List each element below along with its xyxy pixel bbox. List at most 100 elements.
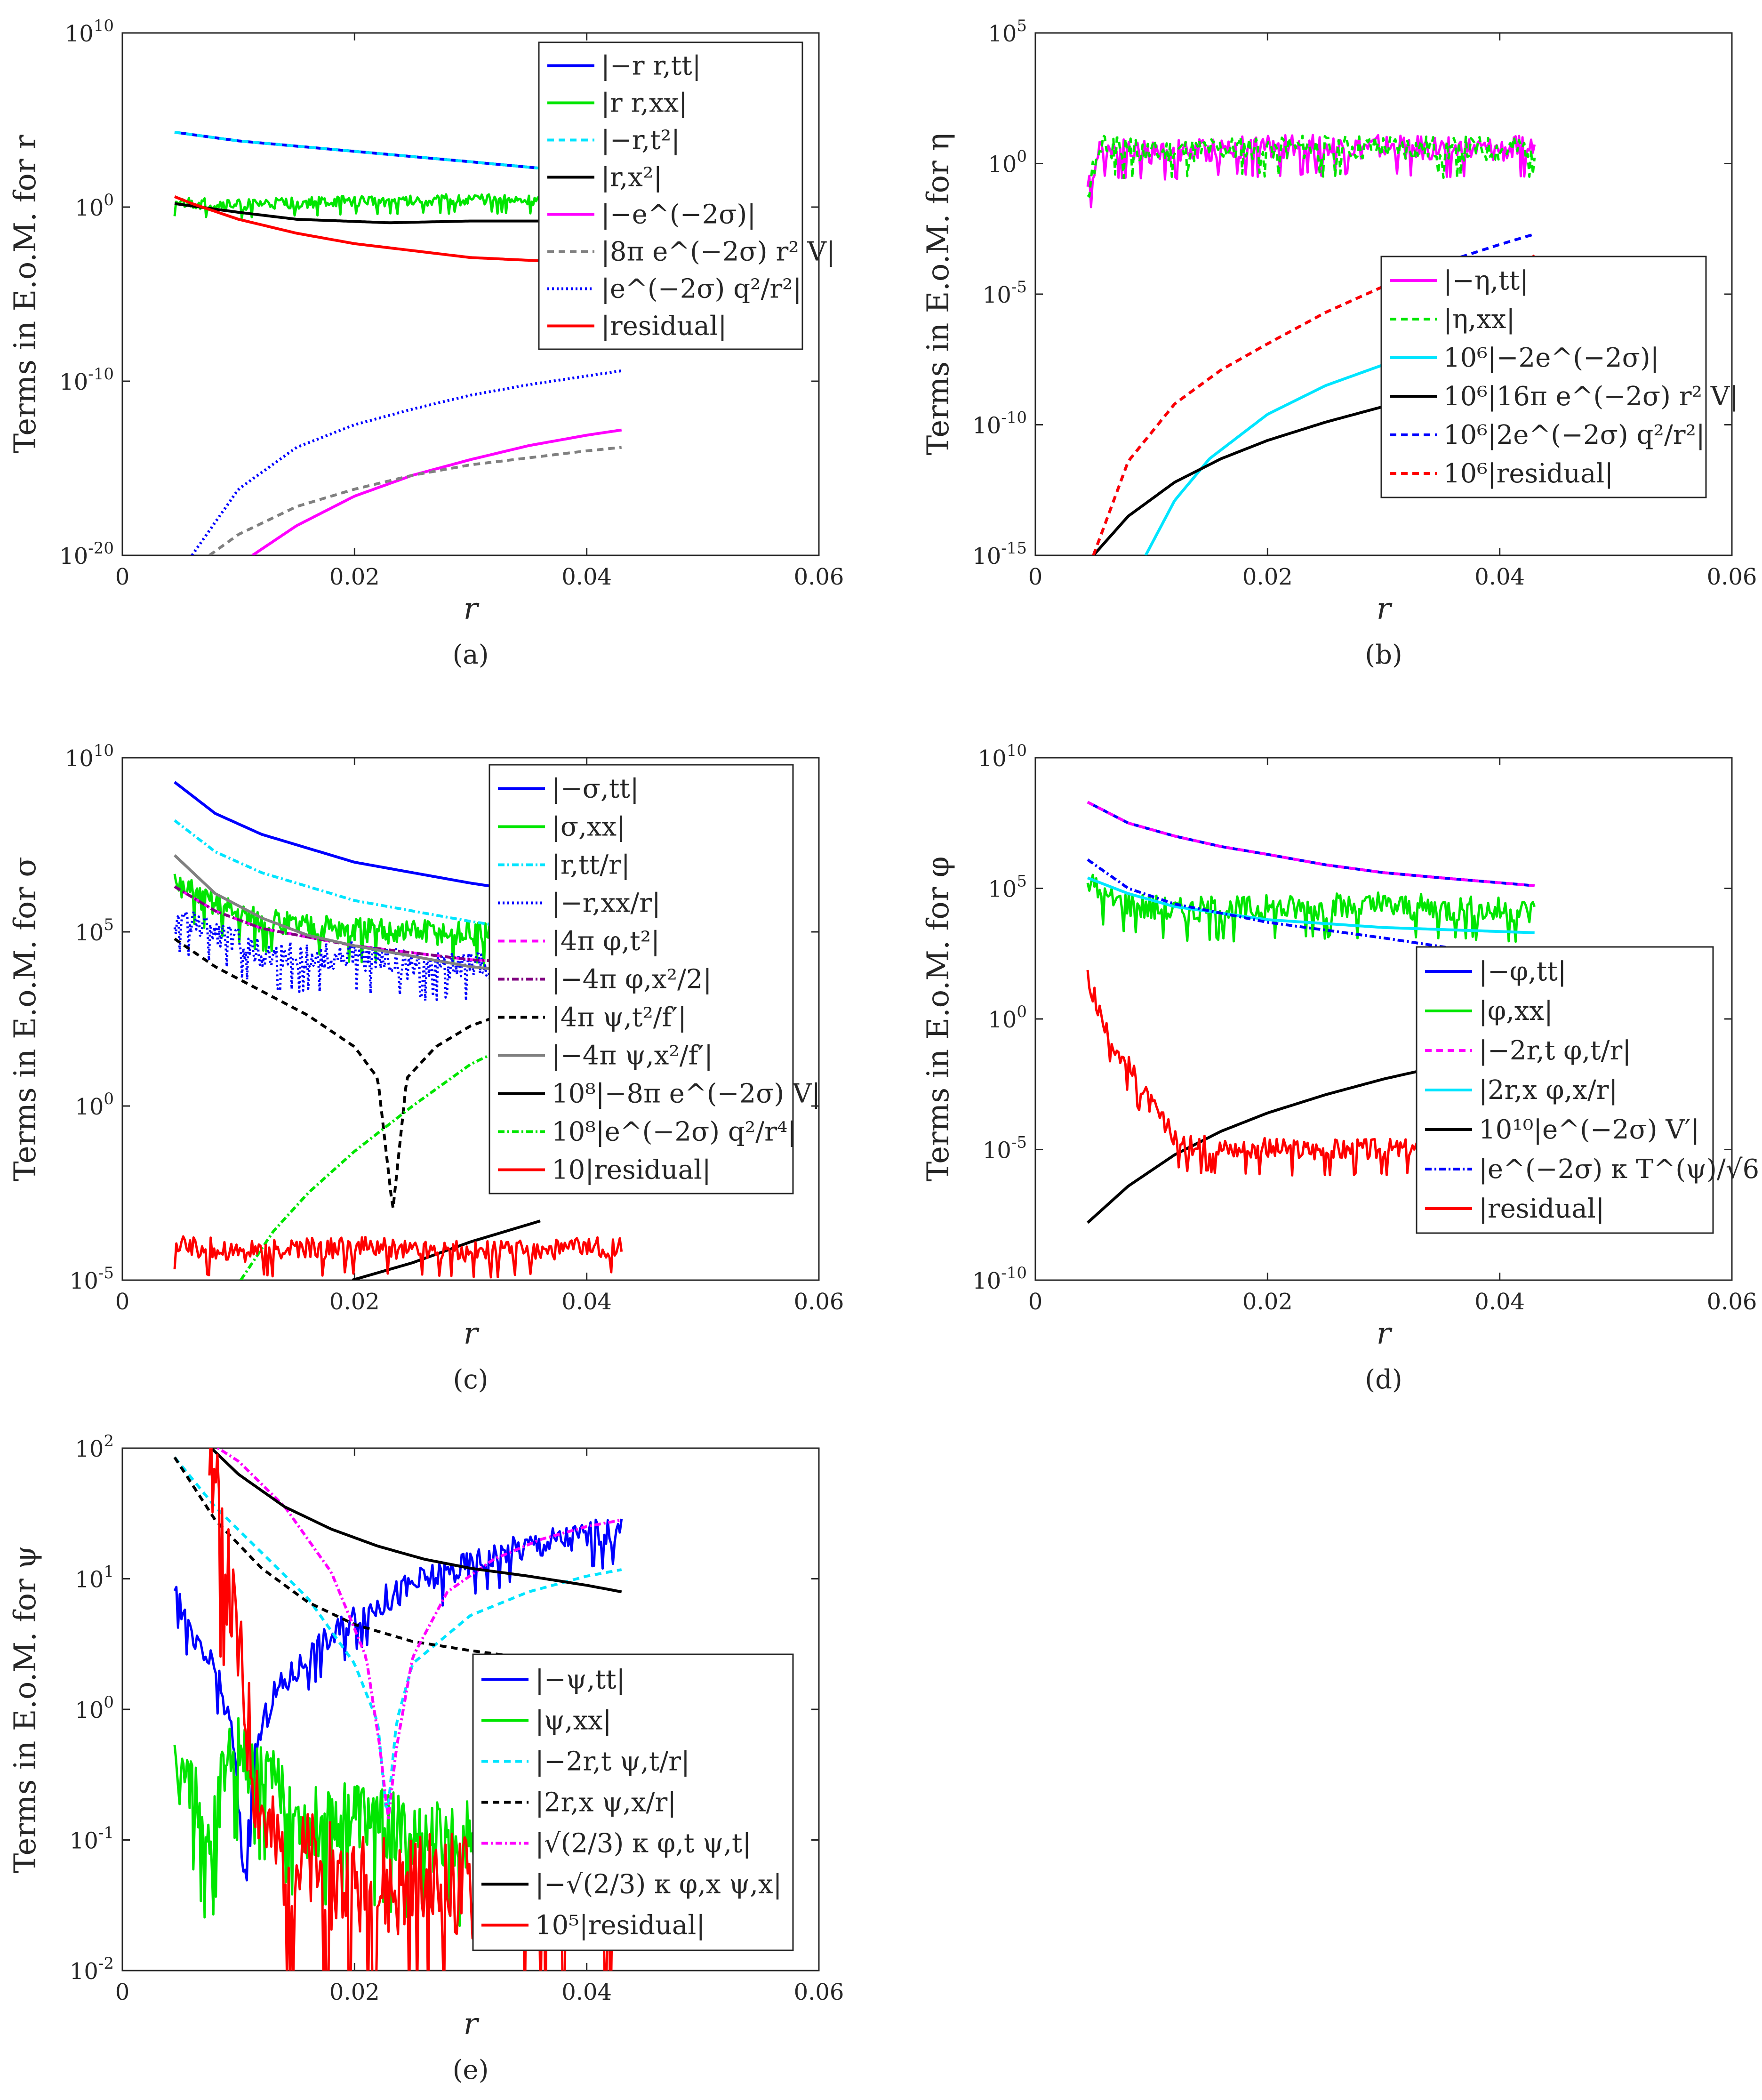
y-tick-label: 100 (75, 1693, 114, 1723)
chart-panel-b: 0 0.02 0.04 0.06 10-15 10-10 10-5 100 105 r Terms … (921, 16, 1757, 670)
legend-entry: 10⁸|−8π e^(−2σ) V| (552, 1079, 820, 1109)
legend-entry: |residual| (601, 311, 727, 342)
x-tick-label: 0 (1028, 1289, 1043, 1315)
y-axis-label: Terms in E.o.M. for σ (8, 857, 43, 1181)
legend-entry: |r,tt/r| (552, 850, 630, 881)
legend-entry: |−η,tt| (1443, 265, 1529, 296)
y-tick-label: 10-20 (59, 539, 114, 569)
legend-entry: |−ψ,tt| (535, 1665, 625, 1695)
legend-entry: 10⁶|−2e^(−2σ)| (1443, 343, 1659, 373)
series-line (173, 910, 506, 1002)
legend: |−r r,tt| |r r,xx| |−r,t²| |r,x²| |−e^(−2σ)|… (538, 41, 835, 350)
x-tick-label: 0.04 (561, 1979, 612, 2005)
series-line (173, 1235, 623, 1279)
y-tick-label: 10-10 (972, 1264, 1027, 1294)
series-line (174, 130, 546, 170)
legend-entry: |−2r,t ψ,t/r| (535, 1747, 690, 1777)
y-tick-label: 10-5 (70, 1264, 114, 1294)
legend-box (538, 41, 803, 350)
series-line (215, 1448, 622, 1819)
legend: |−σ,tt| |σ,xx| |r,tt/r| |−r,xx/r| |4π φ,t²| |… (489, 764, 820, 1194)
legend-entry: |σ,xx| (552, 812, 625, 842)
legend-entry: |r r,xx| (601, 88, 688, 119)
y-tick-label: 100 (75, 191, 114, 221)
series-line (352, 1219, 541, 1280)
legend-entry: |−√(2/3) κ φ,x ψ,x| (535, 1869, 782, 1900)
x-axis-label: r (464, 1316, 480, 1351)
chart-panel-c: 0 0.02 0.04 0.06 10-5 100 105 1010 r Terms in E.o… (8, 741, 844, 1395)
x-axis-label: r (1377, 1316, 1393, 1351)
series-line (174, 781, 541, 895)
chart-panel-e: 0 0.02 0.04 0.06 10-2 10-1 100 101 102 r Terms in … (8, 1432, 844, 2085)
y-tick-label: 1010 (978, 741, 1027, 772)
series-line (174, 819, 541, 933)
x-tick-label: 0 (1028, 564, 1043, 590)
y-axis-label: Terms in E.o.M. for r (8, 135, 43, 453)
y-tick-label: 105 (75, 915, 114, 946)
legend-entry: 10⁶|2e^(−2σ) q²/r²| (1443, 420, 1705, 450)
x-tick-label: 0.06 (794, 1979, 844, 2005)
x-tick-label: 0.02 (1242, 564, 1293, 590)
series-line (173, 193, 547, 219)
x-tick-label: 0.04 (1474, 564, 1525, 590)
x-axis-label: r (464, 2007, 480, 2042)
y-tick-label: 100 (988, 1002, 1027, 1033)
x-tick-label: 0.02 (329, 564, 380, 590)
y-tick-label: 105 (988, 16, 1027, 47)
series-line (240, 1049, 501, 1280)
y-tick-label: 100 (988, 147, 1027, 178)
y-tick-label: 10-10 (972, 409, 1027, 439)
y-tick-label: 1010 (65, 741, 114, 772)
y-tick-label: 101 (75, 1563, 114, 1593)
legend-entry: 10⁶|16π e^(−2σ) r² V| (1443, 381, 1738, 412)
y-tick-label: 10-1 (70, 1824, 114, 1854)
legend: |−η,tt| |η,xx| 10⁶|−2e^(−2σ)| 10⁶|16π e^(−2… (1380, 256, 1738, 498)
x-tick-label: 0.02 (1242, 1289, 1293, 1315)
x-tick-label: 0.04 (561, 564, 612, 590)
panel-caption: (e) (453, 2055, 489, 2085)
y-tick-label: 10-5 (983, 1133, 1027, 1164)
y-tick-label: 100 (75, 1090, 114, 1120)
legend-entry: |−σ,tt| (552, 774, 639, 804)
panel-caption: (d) (1365, 1364, 1402, 1395)
legend-entry: 10⁵|residual| (535, 1910, 705, 1941)
series-line (173, 854, 541, 975)
y-tick-label: 10-15 (972, 539, 1027, 569)
series-line (1087, 801, 1535, 887)
chart-panel-a: 0 0.02 0.04 0.06 10-20 10-10 100 1010 r Terms in … (8, 16, 844, 670)
legend-entry: |√(2/3) κ φ,t ψ,t| (535, 1828, 751, 1859)
panel-caption: (c) (453, 1364, 488, 1395)
series-line (1087, 876, 1535, 934)
legend-entry: 10|residual| (552, 1155, 711, 1186)
series-line (209, 1448, 622, 1594)
x-tick-label: 0.06 (794, 1289, 844, 1315)
series-group (173, 781, 623, 1280)
legend-entry: 10⁶|residual| (1443, 458, 1613, 489)
series-group (173, 130, 622, 555)
legend-entry: |2r,x φ,x/r| (1479, 1075, 1618, 1106)
panel-caption: (b) (1365, 640, 1402, 670)
series-line (1087, 858, 1454, 950)
legend: |−ψ,tt| |ψ,xx| |−2r,t ψ,t/r| |2r,x ψ,x/r| |√… (472, 1653, 794, 1951)
legend-entry: |residual| (1479, 1194, 1605, 1224)
series-line (251, 428, 622, 555)
x-tick-label: 0.04 (561, 1289, 612, 1315)
legend-entry: |4π ψ,t²/f′| (552, 1002, 687, 1033)
legend-entry: |−e^(−2σ)| (601, 200, 756, 230)
y-axis-label: Terms in E.o.M. for η (921, 133, 956, 456)
series-line (191, 369, 622, 555)
legend: |−φ,tt| |φ,xx| |−2r,t φ,t/r| |2r,x φ,x/r| 10… (1416, 946, 1762, 1234)
y-axis-label: Terms in E.o.M. for ψ (8, 1546, 43, 1873)
legend-entry: |r,x²| (601, 162, 662, 193)
chart-panel-d: 0 0.02 0.04 0.06 10-10 10-5 100 105 1010 r Terms i… (921, 741, 1762, 1395)
legend-entry: |4π φ,t²| (552, 926, 660, 957)
legend-box (472, 1653, 794, 1951)
series-line (173, 1518, 623, 1882)
x-tick-label: 0 (115, 564, 130, 590)
legend-entry: |2r,x ψ,x/r| (535, 1787, 676, 1818)
legend-entry: |e^(−2σ) κ T^(ψ)/√6| (1479, 1154, 1762, 1185)
y-axis-label: Terms in E.o.M. for φ (921, 856, 956, 1181)
series-line (1086, 874, 1536, 943)
legend-entry: |e^(−2σ) q²/r²| (601, 274, 801, 305)
x-tick-label: 0 (115, 1979, 130, 2005)
